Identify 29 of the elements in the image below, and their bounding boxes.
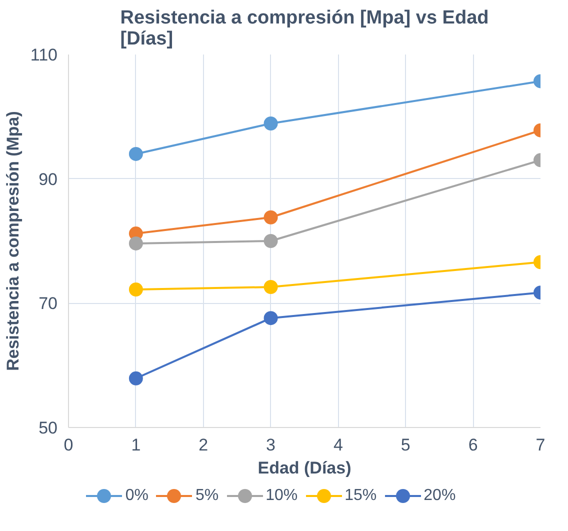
x-tick-label: 2: [198, 436, 208, 454]
point: [264, 311, 278, 326]
legend-label: 5%: [195, 487, 219, 504]
point: [128, 146, 143, 161]
legend-label: 10%: [266, 487, 298, 504]
legend-label: 15%: [344, 487, 377, 504]
x-tick-label: 4: [333, 436, 343, 454]
point: [128, 236, 143, 250]
x-tick-label: 5: [400, 436, 410, 454]
point: [128, 371, 143, 386]
point: [264, 210, 278, 224]
legend-label: 20%: [424, 487, 456, 504]
point: [264, 280, 278, 294]
y-tick-label: 110: [30, 46, 58, 64]
y-tick-label: 50: [38, 418, 58, 438]
chart-title: Resistencia a compresión [Mpa] vs Edad [Días]: [120, 8, 489, 50]
y-tick-label: 70: [38, 294, 58, 314]
x-tick-label: 1: [131, 436, 141, 454]
x-tick-label: 6: [468, 436, 478, 454]
point: [264, 116, 278, 130]
y-tick-label: 90: [38, 170, 58, 189]
y-axis-title: Resistencia a compresión (Mpa): [3, 111, 22, 371]
x-tick-label: 3: [266, 436, 276, 454]
point: [128, 282, 143, 296]
x-axis-title: Edad (Días): [258, 458, 352, 478]
point: [264, 234, 278, 248]
x-tick-label: 0: [64, 436, 74, 454]
legend-label: 0%: [125, 487, 148, 504]
x-tick-label: 7: [536, 436, 546, 454]
